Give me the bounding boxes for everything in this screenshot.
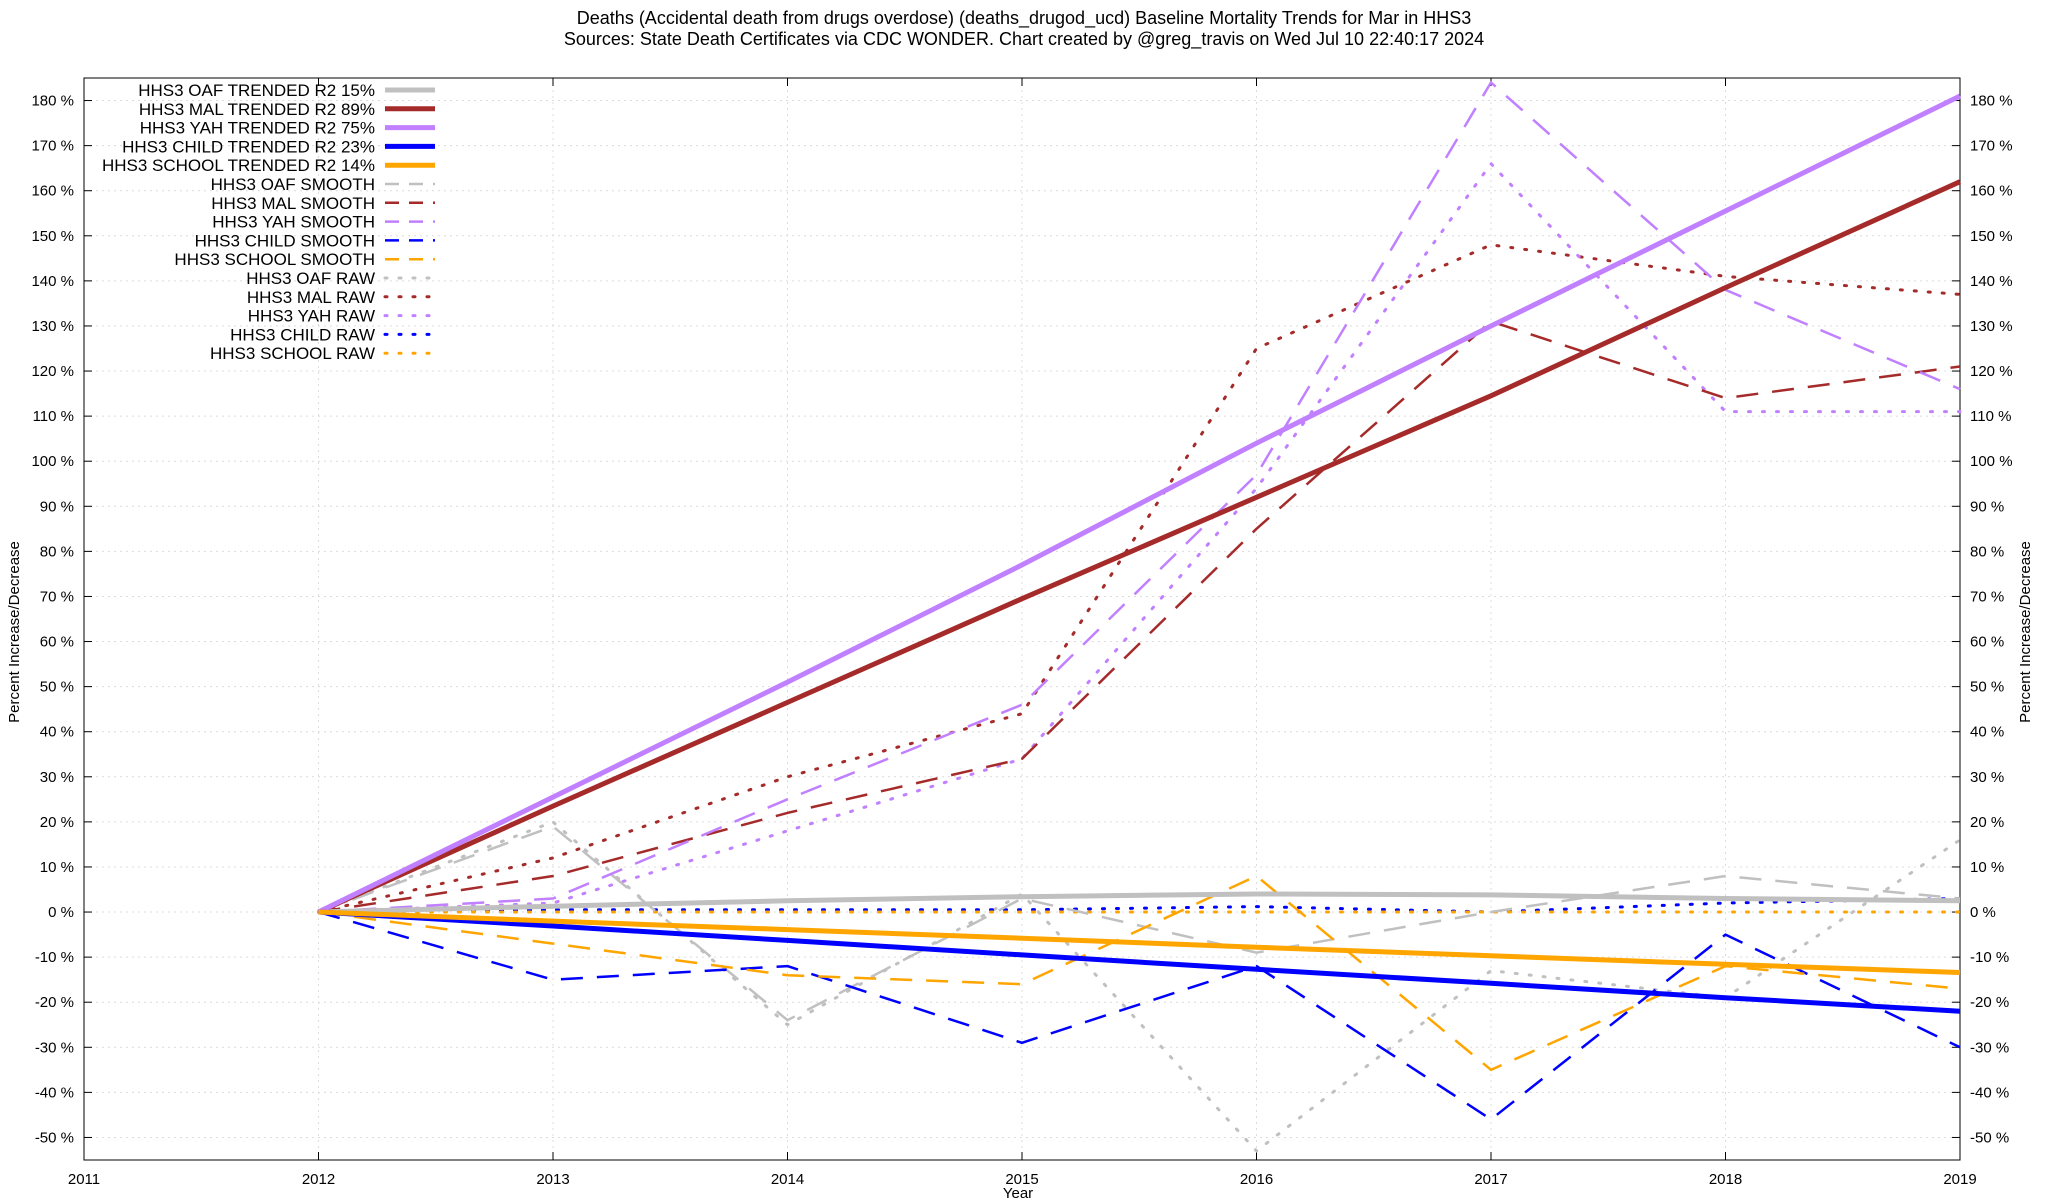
y-tick-label-right: 180 % [1970, 93, 2013, 110]
y-tick-label-left: -50 % [35, 1129, 74, 1146]
legend-label: HHS3 OAF RAW [246, 269, 375, 288]
y-tick-label-right: 110 % [1970, 408, 2011, 425]
legend-label: HHS3 CHILD SMOOTH [195, 231, 375, 250]
y-tick-label-left: 100 % [31, 453, 74, 470]
y-tick-label-right: 80 % [1970, 543, 2004, 560]
axes: -50 % -50 % -40 % -40 % -30 % -30 % -20 % -20 %… [31, 77, 2013, 1188]
y-tick-label-right: 0 % [1970, 904, 1996, 921]
series-layer [317, 81, 1962, 1153]
x-tick-label: 2018 [1709, 1171, 1742, 1188]
series-line-hhs3-oaf-smooth [318, 825, 1961, 1022]
y-tick-label-left: 110 % [33, 408, 74, 425]
y-tick-label-right: 150 % [1970, 228, 2013, 245]
series-line-hhs3-yah-smooth [318, 81, 1961, 914]
y-tick-label-left: -10 % [35, 949, 74, 966]
series-line-hhs3-yah-trended-r2-75 [317, 93, 1962, 915]
y-tick-label-left: 40 % [40, 724, 74, 741]
legend-label: HHS3 YAH RAW [248, 307, 375, 326]
legend-label: HHS3 OAF SMOOTH [211, 175, 375, 194]
legend-label: HHS3 CHILD RAW [230, 325, 375, 344]
y-tick-label-right: 140 % [1970, 273, 2013, 290]
y-tick-label-right: 90 % [1970, 498, 2004, 515]
y-tick-label-right: 100 % [1970, 453, 2013, 470]
legend-label: HHS3 SCHOOL RAW [210, 344, 375, 363]
x-tick-label: 2012 [302, 1171, 335, 1188]
y-tick-label-right: -10 % [1970, 949, 2009, 966]
x-axis-label: Year [1003, 1185, 1033, 1200]
x-tick-label: 2013 [536, 1171, 569, 1188]
legend-label: HHS3 MAL RAW [247, 288, 375, 307]
plot-border [83, 77, 1961, 1161]
y-tick-label-left: -30 % [35, 1039, 74, 1056]
x-tick-label: 2017 [1474, 1171, 1507, 1188]
series-line-hhs3-mal-raw [317, 243, 1962, 914]
y-tick-label-left: -40 % [35, 1084, 74, 1101]
y-tick-label-right: 120 % [1970, 363, 2013, 380]
x-tick-label: 2014 [771, 1171, 804, 1188]
y-tick-label-right: -20 % [1970, 994, 2009, 1011]
y-tick-label-right: 130 % [1970, 318, 2013, 335]
series-line-hhs3-school-smooth [318, 874, 1961, 1072]
series-line-hhs3-child-smooth [318, 910, 1961, 1121]
y-tick-label-left: 10 % [40, 859, 74, 876]
series-line-hhs3-school-trended-r2-14 [318, 909, 1961, 975]
legend-label: HHS3 MAL TRENDED R2 89% [139, 100, 375, 119]
series-line-hhs3-oaf-trended-r2-15 [318, 891, 1961, 915]
legend-label: HHS3 CHILD TRENDED R2 23% [122, 137, 375, 156]
y-tick-label-left: 170 % [31, 138, 74, 155]
y-tick-label-right: 160 % [1970, 183, 2013, 200]
legend-label: HHS3 MAL SMOOTH [211, 194, 375, 213]
chart-subtitle: Sources: State Death Certificates via CD… [564, 29, 1484, 50]
y-tick-label-left: 30 % [40, 769, 74, 786]
y-tick-label-left: 140 % [31, 273, 74, 290]
grid [83, 78, 1961, 1160]
series-line-hhs3-mal-trended-r2-89 [317, 179, 1962, 915]
x-tick-label: 2015 [1005, 1171, 1038, 1188]
legend-label: HHS3 OAF TRENDED R2 15% [138, 81, 375, 100]
y-tick-label-right: 50 % [1970, 679, 2004, 696]
y-tick-label-left: 160 % [31, 183, 74, 200]
y-tick-label-left: 180 % [31, 93, 74, 110]
y-tick-label-right: -50 % [1970, 1129, 2009, 1146]
y-tick-label-left: 130 % [31, 318, 74, 335]
y-tick-label-right: 10 % [1970, 859, 2004, 876]
y-tick-label-left: 80 % [40, 543, 74, 560]
y-tick-label-left: -20 % [35, 994, 74, 1011]
legend-label: HHS3 YAH TRENDED R2 75% [140, 119, 375, 138]
legend-label: HHS3 SCHOOL SMOOTH [174, 250, 375, 269]
x-tick-label: 2019 [1943, 1171, 1976, 1188]
y-tick-label-right: 70 % [1970, 588, 2004, 605]
legend-label: HHS3 YAH SMOOTH [212, 213, 375, 232]
y-tick-label-left: 90 % [40, 498, 74, 515]
y-axis-label-right: Percent Increase/Decrease [2017, 541, 2034, 723]
x-tick-label: 2011 [68, 1171, 100, 1188]
y-tick-label-right: -40 % [1970, 1084, 2009, 1101]
series-line-hhs3-mal-smooth [318, 320, 1961, 914]
y-tick-label-left: 70 % [40, 588, 74, 605]
y-tick-label-left: 20 % [40, 814, 74, 831]
y-tick-label-right: 170 % [1970, 138, 2013, 155]
series-line-hhs3-child-trended-r2-23 [318, 909, 1961, 1014]
y-tick-label-right: 60 % [1970, 634, 2004, 651]
legend: HHS3 OAF TRENDED R2 15%HHS3 MAL TRENDED … [102, 81, 437, 363]
legend-label: HHS3 SCHOOL TRENDED R2 14% [102, 156, 375, 175]
y-tick-label-left: 150 % [31, 228, 74, 245]
y-tick-label-left: 0 % [48, 904, 74, 921]
chart-title: Deaths (Accidental death from drugs over… [577, 8, 1471, 29]
y-tick-label-right: 20 % [1970, 814, 2004, 831]
y-tick-label-right: 40 % [1970, 724, 2004, 741]
x-tick-label: 2016 [1240, 1171, 1273, 1188]
y-tick-label-right: 30 % [1970, 769, 2004, 786]
y-axis-label-left: Percent Increase/Decrease [6, 541, 23, 723]
y-tick-label-left: 50 % [40, 679, 74, 696]
y-tick-label-left: 60 % [40, 634, 74, 651]
y-tick-label-left: 120 % [31, 363, 74, 380]
y-tick-label-right: -30 % [1970, 1039, 2009, 1056]
